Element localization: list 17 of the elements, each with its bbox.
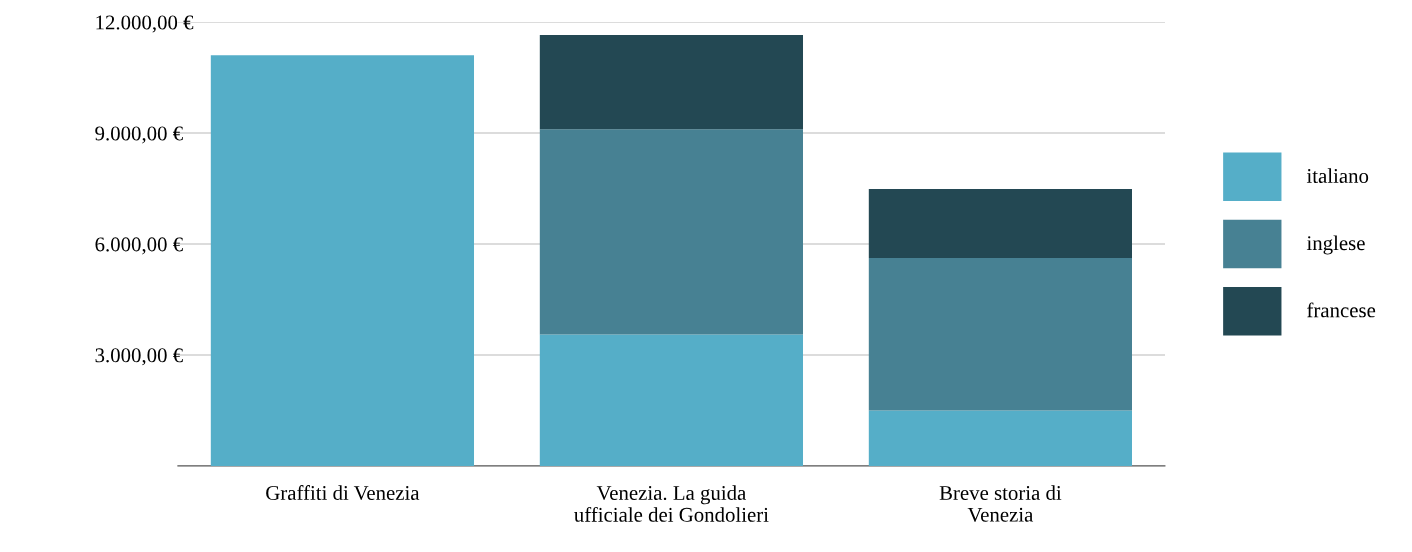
legend-label: italiano — [1306, 168, 1369, 183]
bar — [868, 258, 1132, 411]
bar — [868, 188, 1132, 259]
x-tick-label: Venezia. La guida ufficiale dei Gondolieri — [574, 485, 769, 522]
y-tick-label: 3.000,00 € — [95, 348, 183, 366]
y-tick-label: 12.000,00 € — [96, 15, 194, 33]
bar — [210, 55, 475, 466]
bar — [539, 35, 803, 130]
legend-label: francese — [1307, 302, 1376, 318]
x-tick-label: Graffiti di Venezia — [266, 485, 420, 501]
legend-label: inglese — [1306, 235, 1365, 255]
y-tick-label: 6.000,00 € — [95, 237, 183, 255]
y-tick-label: 9.000,00 € — [95, 126, 183, 144]
bar — [868, 410, 1132, 466]
bar — [539, 334, 803, 466]
bar — [539, 129, 803, 335]
x-tick-label: Breve storia di Venezia — [939, 485, 1062, 522]
